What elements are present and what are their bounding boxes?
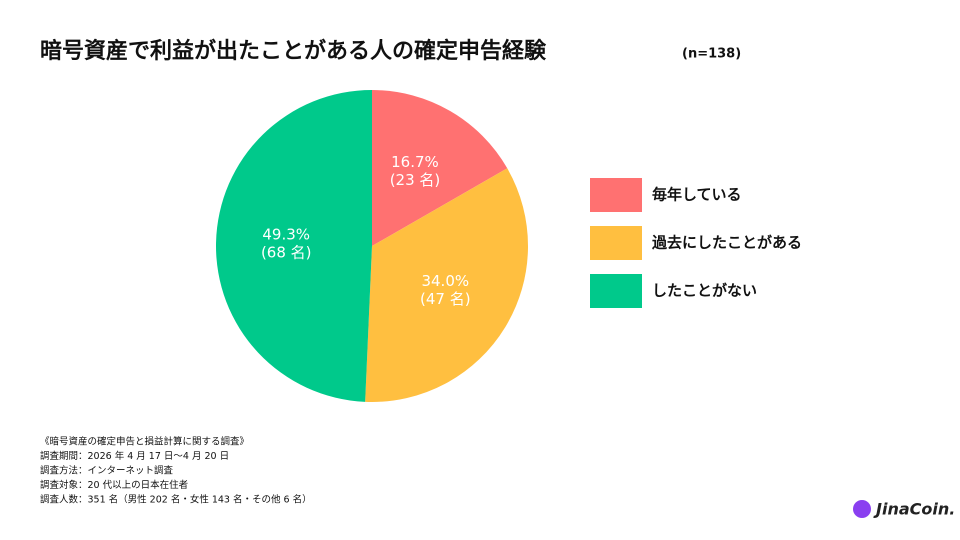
legend-swatch — [590, 226, 642, 260]
value-label: 49.3% — [262, 226, 310, 244]
note: 調査人数：351 名（男性 202 名・女性 143 名・その他 6 名） — [40, 494, 312, 506]
count-label: (68 名) — [261, 244, 312, 262]
note: 調査対象：20 代以上の日本在住者 — [40, 479, 188, 491]
note: 調査期間：2026 年 4 月 17 日〜4 月 20 日 — [40, 450, 229, 462]
pie-slice — [365, 168, 528, 403]
pie-slice — [372, 90, 508, 246]
legend-label: 毎年している — [652, 186, 742, 204]
chart-title: 暗号資産で利益が出たことがある人の確定申告経験 — [40, 38, 547, 64]
note: 《暗号資産の確定申告と損益計算に関する調査》 — [40, 436, 249, 448]
chart-subtitle: (n=138) — [682, 47, 741, 62]
legend-swatch — [590, 178, 642, 212]
legend-label: 過去にしたことがある — [651, 234, 802, 252]
value-label: 34.0% — [421, 272, 469, 290]
logo-icon — [853, 500, 871, 518]
count-label: (47 名) — [420, 290, 471, 308]
logo: JinaCoin. — [873, 500, 955, 519]
legend-swatch — [590, 274, 642, 308]
count-label: (23 名) — [390, 171, 441, 189]
value-label: 16.7% — [391, 153, 439, 171]
note: 調査方法：インターネット調査 — [40, 465, 174, 477]
legend-label: したことがない — [652, 282, 757, 300]
pie-slice — [215, 90, 372, 402]
